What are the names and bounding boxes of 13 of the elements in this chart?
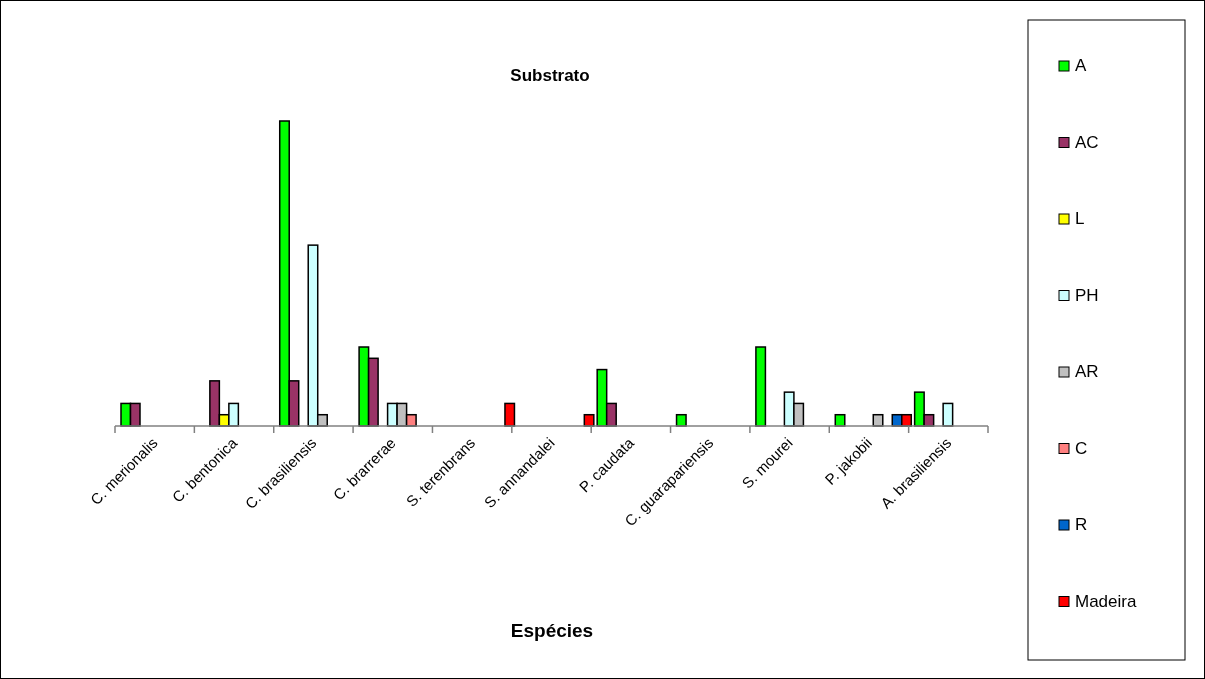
legend-label: L [1075, 209, 1085, 228]
bar [504, 402, 516, 427]
legend-label: AR [1075, 362, 1099, 381]
legend-label: Madeira [1075, 591, 1137, 611]
legend-label: C [1075, 438, 1088, 458]
x-axis-title: Espécies [510, 620, 594, 641]
bar [755, 346, 767, 427]
chart-title: Substrato [510, 66, 590, 85]
legend-label: AC [1075, 132, 1099, 152]
legend-label: PH [1075, 285, 1099, 305]
bar [942, 402, 954, 427]
legend-label: A [1075, 56, 1087, 75]
legend-label: R [1075, 515, 1088, 534]
